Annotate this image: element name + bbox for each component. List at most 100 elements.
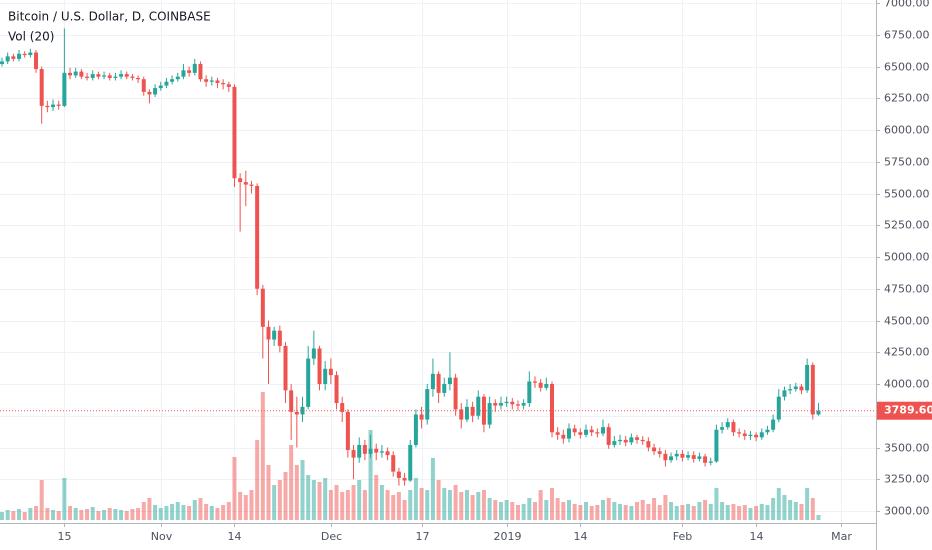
x-tick-label: Nov <box>151 530 173 543</box>
x-tick-label: 14 <box>228 530 242 543</box>
candle-body <box>328 368 333 376</box>
volume-bar <box>498 502 503 520</box>
candle-body <box>283 345 288 391</box>
candle-body <box>725 422 730 428</box>
candle-body <box>567 428 571 439</box>
volume-bar <box>788 500 793 520</box>
candle-body <box>674 453 679 457</box>
candle-body <box>226 84 231 87</box>
y-tick-label: 6250.00 <box>884 92 930 105</box>
volume-bar <box>720 502 725 520</box>
candle-body <box>589 429 594 433</box>
volume-bar <box>561 502 566 520</box>
volume-bar <box>793 502 798 520</box>
candle-body <box>504 401 509 404</box>
candle-body <box>549 384 554 433</box>
y-tick-label: 4750.00 <box>884 283 930 296</box>
volume-bar <box>317 482 322 520</box>
volume-bar <box>289 445 294 520</box>
volume-bar <box>776 488 781 520</box>
volume-bar <box>623 505 628 520</box>
candle-body <box>680 453 685 458</box>
y-tick-label: 5500.00 <box>884 188 930 201</box>
candle-body <box>720 427 725 430</box>
grid <box>0 0 876 523</box>
volume-bar <box>799 504 804 520</box>
candle-body <box>799 386 804 391</box>
volume-bar <box>102 510 107 520</box>
x-tick-label: 15 <box>58 530 72 543</box>
volume-bar <box>618 504 623 520</box>
candle-body <box>816 410 821 415</box>
volume-bar <box>306 475 311 520</box>
volume-bar <box>107 508 112 520</box>
volume-bar <box>345 490 350 520</box>
y-tick-label: 3000.00 <box>884 505 930 518</box>
volume-bar <box>385 490 390 520</box>
candle-body <box>158 85 163 89</box>
volume-bar <box>425 490 430 520</box>
volume-bar <box>487 498 492 520</box>
volume-bar <box>187 506 192 520</box>
candle-body <box>323 368 328 384</box>
candle-body <box>39 69 44 106</box>
volume-bar <box>249 490 254 520</box>
volume-bar <box>22 512 27 520</box>
candle-body <box>130 76 135 78</box>
candle-body <box>379 451 384 453</box>
volume-bar <box>328 490 333 520</box>
y-tick-label: 5250.00 <box>884 219 930 232</box>
volume-bar <box>532 502 537 520</box>
candle-body <box>22 53 27 56</box>
candle-body <box>45 105 50 108</box>
volume-bar <box>703 500 708 520</box>
volume-bar <box>453 485 458 520</box>
candle-body <box>147 91 152 95</box>
candle-body <box>215 80 220 84</box>
volume-bar <box>436 480 441 520</box>
y-tick-label: 5750.00 <box>884 156 930 169</box>
volume-bar <box>419 488 424 520</box>
candle-body <box>96 74 101 77</box>
volume-bar <box>601 500 606 520</box>
volume-bar <box>413 478 418 520</box>
candle-body <box>113 76 118 78</box>
candle-body <box>646 441 651 448</box>
volume-bar <box>538 490 543 520</box>
candle-body <box>635 437 640 440</box>
volume-bar <box>765 505 770 520</box>
candle-body <box>759 432 764 438</box>
candle-body <box>737 432 742 434</box>
candle-body <box>198 63 203 80</box>
candle-body <box>487 403 492 425</box>
candle-body <box>124 74 129 77</box>
candle-body <box>90 74 95 78</box>
volume-bar <box>56 511 61 520</box>
candle-body <box>311 348 316 359</box>
volume-bar <box>192 500 197 520</box>
candle-body <box>232 86 237 179</box>
candle-body <box>742 433 747 437</box>
candle-body <box>351 450 356 458</box>
candle-body <box>119 74 124 77</box>
volume-bar <box>470 495 475 520</box>
volume-bar <box>430 458 435 520</box>
volume-bar <box>742 505 747 520</box>
candle-body <box>430 373 435 390</box>
candle-body <box>175 76 180 80</box>
last-price-label: 3789.60 <box>884 404 932 417</box>
candle-body <box>255 185 260 289</box>
volume-bar <box>119 510 124 520</box>
volume-bar <box>130 509 135 520</box>
volume-bar <box>408 490 413 520</box>
candle-body <box>243 182 248 185</box>
volume-bar <box>181 505 186 520</box>
candle-body <box>697 456 702 459</box>
candle-body <box>391 455 396 472</box>
volume-bar <box>708 504 713 520</box>
candle-body <box>691 455 696 459</box>
volume-bar <box>402 500 407 520</box>
candle-body <box>498 403 503 406</box>
candle-body <box>714 429 719 462</box>
